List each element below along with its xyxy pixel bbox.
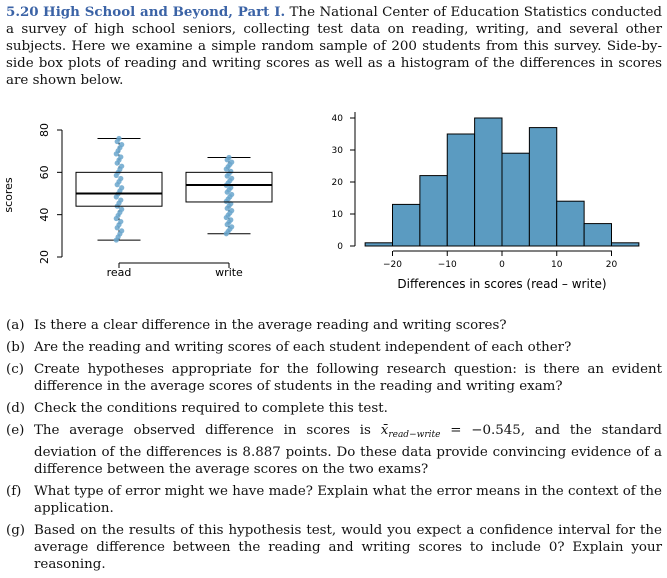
boxplot-y-tick-label: 40	[38, 208, 51, 222]
boxplot-x-label-read: read	[107, 266, 132, 279]
question-e-text-before: The average observed difference in score…	[34, 423, 381, 438]
question-text: The average observed difference in score…	[34, 422, 662, 478]
exercise-number: 5.20	[6, 4, 39, 20]
histogram-bar	[474, 117, 503, 247]
histogram-chart: 0 10 20 30 40 −20 −10 0 10 20 Differences in sco…	[332, 112, 640, 291]
histogram-bar	[583, 223, 612, 247]
xbar-symbol: x̄	[380, 423, 389, 438]
histogram-bar	[419, 175, 448, 247]
boxplot-y-tick-label: 80	[38, 123, 51, 137]
data-point	[118, 218, 124, 225]
histogram-y-ticks: 0 10 20 30 40	[332, 114, 355, 252]
question-label: (b)	[6, 340, 26, 355]
questions-list: (a) Is there a clear difference in the a…	[6, 317, 662, 578]
histogram-x-tick-label: −10	[438, 260, 457, 270]
data-point	[119, 206, 125, 212]
question-text: Check the conditions required to complet…	[34, 401, 388, 416]
data-point	[119, 185, 125, 191]
histogram-y-tick-label: 0	[337, 242, 343, 252]
histogram-bar	[501, 152, 530, 247]
histogram-y-tick-label: 10	[332, 210, 344, 220]
question-label: (e)	[6, 423, 25, 438]
iqr-box	[75, 171, 163, 207]
boxplot-ylabel: scores	[2, 177, 15, 213]
exercise-intro-text: The National Center of Education Statist…	[6, 5, 663, 88]
histogram-bar	[392, 203, 421, 247]
question-text: Based on the results of this hypothesis …	[34, 523, 662, 572]
question-label: (g)	[6, 523, 26, 538]
question-text: Are the reading and writing scores of ea…	[34, 340, 572, 355]
question-text: Is there a clear difference in the avera…	[34, 318, 507, 333]
question-label: (f)	[6, 484, 22, 499]
data-point	[229, 175, 235, 181]
histogram-bar	[611, 242, 640, 247]
question-f: (f) What type of error might we have mad…	[6, 483, 662, 517]
data-point	[119, 142, 125, 148]
figures: scores 20 40 60 80 read write 0 10 20 30 40 −20…	[0, 100, 667, 305]
histogram-bars	[364, 117, 640, 247]
data-point	[228, 168, 234, 174]
data-point	[228, 217, 234, 223]
data-point	[229, 159, 235, 165]
histogram-bar	[528, 127, 558, 247]
question-label: (a)	[6, 318, 25, 333]
data-point	[226, 154, 232, 161]
question-a: (a) Is there a clear difference in the a…	[6, 317, 662, 334]
boxplot-y-tick-label: 20	[38, 250, 51, 264]
exercise-intro: 5.20 High School and Beyond, Part I. The…	[6, 4, 662, 89]
iqr-box	[185, 171, 273, 203]
data-point	[119, 163, 125, 169]
histogram-x-tick-label: 0	[499, 260, 505, 270]
question-c: (c) Create hypotheses appropriate for th…	[6, 361, 662, 395]
histogram-bar	[556, 200, 585, 247]
histogram-xlabel: Differences in scores (read – write)	[397, 277, 606, 291]
boxplot-chart: scores 20 40 60 80 read write	[2, 123, 273, 279]
data-point	[229, 191, 235, 198]
boxplot-y-ticks: 20 40 60 80	[38, 123, 62, 264]
histogram-y-tick-label: 40	[332, 114, 344, 124]
histogram-bar	[364, 242, 393, 247]
box-write	[185, 154, 273, 237]
data-point	[118, 175, 124, 182]
xbar-subscript: read−write	[388, 430, 441, 440]
question-text: What type of error might we have made? E…	[34, 484, 662, 516]
histogram-bar	[446, 133, 476, 247]
question-label: (d)	[6, 401, 26, 416]
question-e: (e) The average observed difference in s…	[6, 422, 662, 478]
histogram-y-tick-label: 20	[332, 178, 344, 188]
exercise-title: High School and Beyond, Part I.	[43, 4, 286, 20]
boxplot-x-label-write: write	[215, 266, 243, 279]
question-g: (g) Based on the results of this hypothe…	[6, 522, 662, 573]
data-point	[229, 224, 235, 230]
histogram-y-tick-label: 30	[332, 146, 344, 156]
question-e-text-after: = −0.545, and the standard deviation of …	[34, 423, 663, 477]
data-point	[116, 135, 122, 142]
data-point	[228, 184, 234, 191]
figures-svg: scores 20 40 60 80 read write 0 10 20 30 40 −20…	[2, 112, 640, 291]
boxplot-y-tick-label: 60	[38, 165, 51, 179]
question-label: (c)	[6, 362, 24, 377]
data-point	[118, 154, 124, 160]
question-b: (b) Are the reading and writing scores o…	[6, 339, 662, 356]
data-point	[229, 208, 235, 214]
histogram-x-ticks: −20 −10 0 10 20	[383, 251, 617, 270]
question-text: Create hypotheses appropriate for the fo…	[34, 362, 662, 394]
box-read	[75, 135, 163, 243]
question-d: (d) Check the conditions required to com…	[6, 400, 662, 417]
data-point	[119, 228, 125, 234]
histogram-x-tick-label: 20	[606, 260, 618, 270]
histogram-x-tick-label: −20	[383, 260, 402, 270]
histogram-x-tick-label: 10	[551, 260, 563, 270]
boxplot-boxes	[75, 135, 273, 243]
data-point	[118, 197, 124, 203]
